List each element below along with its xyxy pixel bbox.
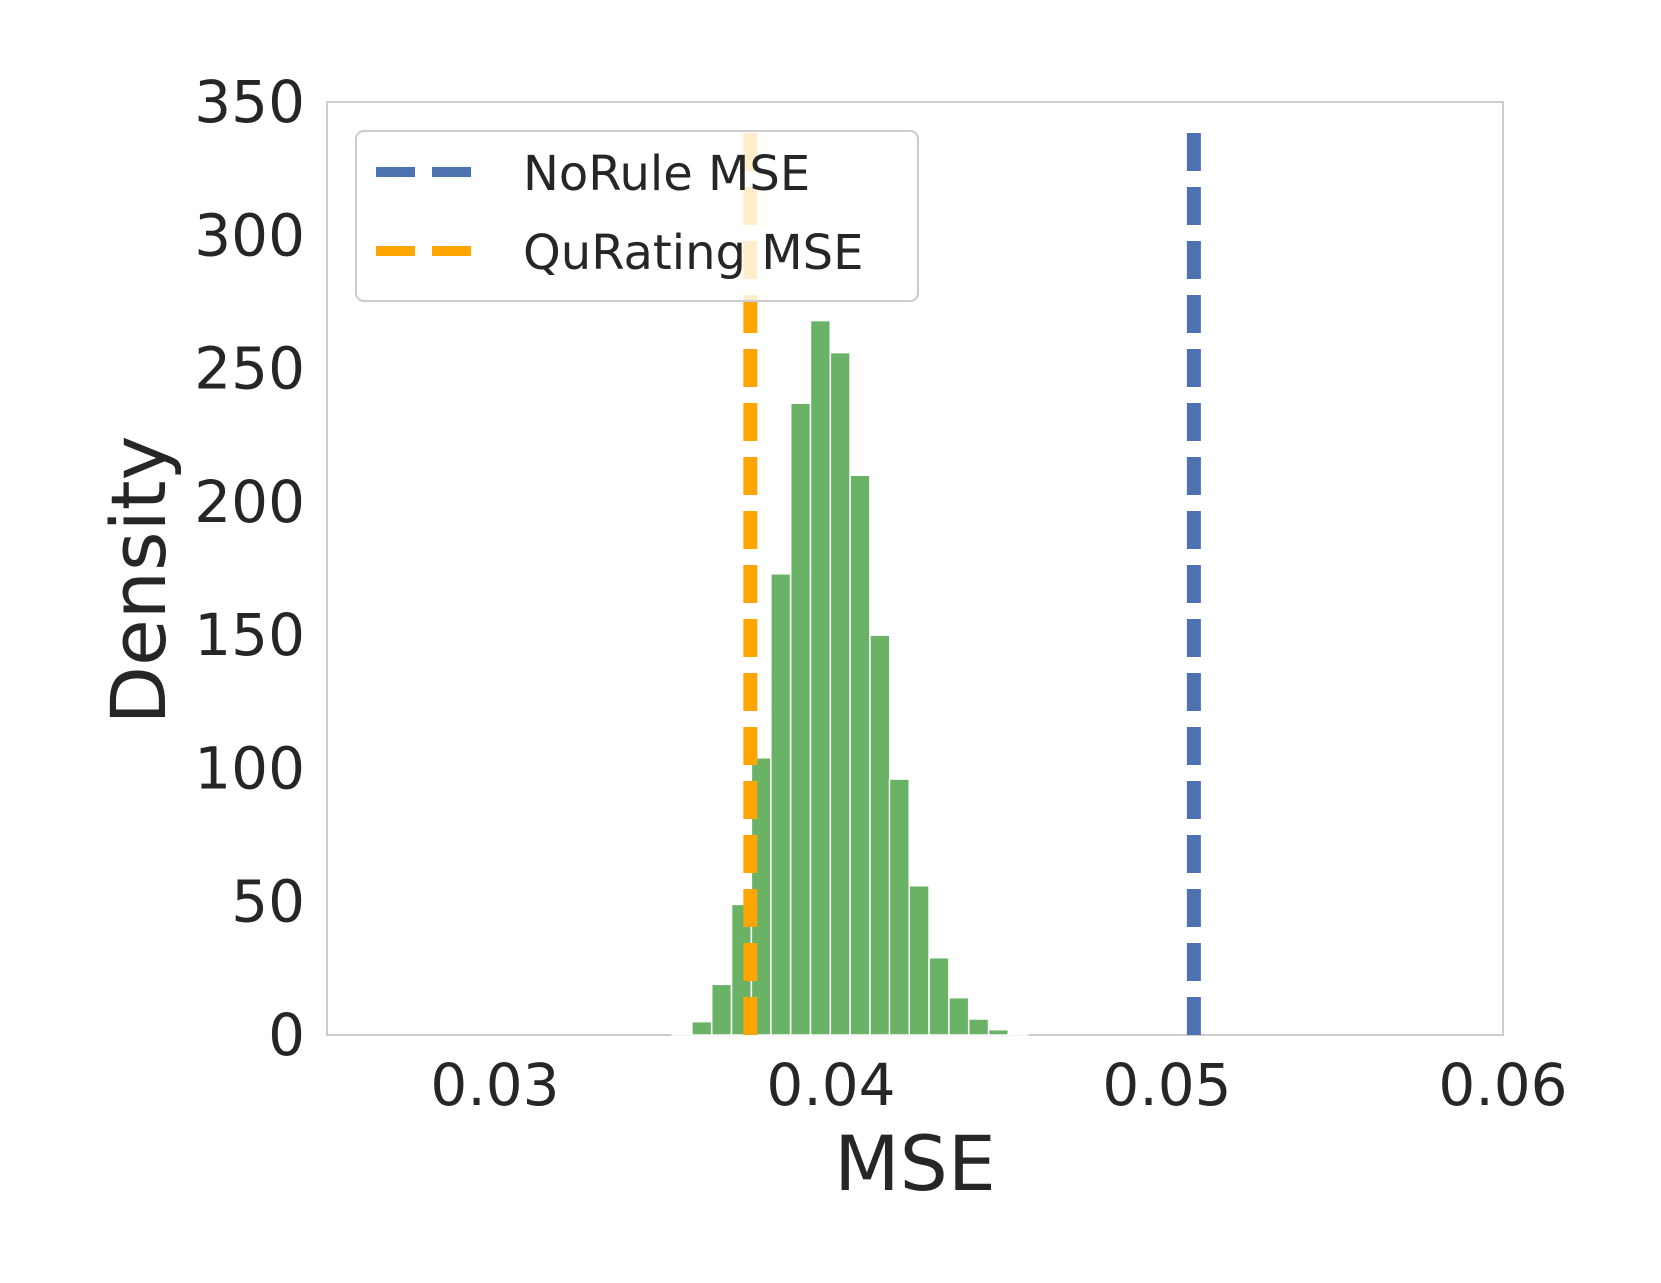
y-tick-label-5: 250 xyxy=(194,335,305,403)
y-tick-label-4: 200 xyxy=(194,468,305,536)
x-axis-title: MSE xyxy=(834,1119,996,1208)
y-tick-label-6: 300 xyxy=(194,201,305,269)
histogram-bar-0 xyxy=(671,1032,693,1036)
histogram-bar-1 xyxy=(691,1020,713,1036)
y-axis-title: Density xyxy=(94,436,183,725)
histogram-bar-14 xyxy=(948,996,970,1036)
histogram-bar-2 xyxy=(710,983,733,1036)
histogram-bar-15 xyxy=(968,1018,990,1036)
histogram-bar-5 xyxy=(770,573,792,1036)
histogram-bar-13 xyxy=(928,956,950,1036)
legend-label-norule: NoRule MSE xyxy=(523,146,810,202)
x-tick-label-2: 0.05 xyxy=(1102,1051,1231,1119)
histogram-bar-7 xyxy=(809,319,832,1036)
y-tick-label-0: 0 xyxy=(268,1001,305,1069)
histogram-bar-16 xyxy=(987,1028,1010,1036)
histogram-bar-17 xyxy=(1007,1032,1029,1036)
histogram-bar-10 xyxy=(869,634,891,1036)
y-tick-label-3: 150 xyxy=(194,601,305,669)
x-tick-label-1: 0.04 xyxy=(766,1051,895,1119)
legend-label-qurating: QuRating MSE xyxy=(523,225,863,281)
legend-box xyxy=(355,130,919,302)
histogram-bar-9 xyxy=(849,474,871,1036)
y-tick-label-2: 100 xyxy=(194,734,305,802)
x-tick-labels: 0.03 0.04 0.05 0.06 xyxy=(430,1051,1567,1119)
x-tick-label-0: 0.03 xyxy=(430,1051,559,1119)
y-tick-labels: 0 50 100 150 200 250 300 350 xyxy=(194,68,305,1069)
y-tick-label-1: 50 xyxy=(231,868,305,936)
legend: NoRule MSE QuRating MSE xyxy=(355,130,919,302)
histogram-bar-8 xyxy=(829,351,851,1036)
histogram-bar-12 xyxy=(908,884,930,1036)
x-tick-label-3: 0.06 xyxy=(1438,1051,1567,1119)
histogram-bar-6 xyxy=(789,402,812,1036)
histogram-bar-11 xyxy=(888,778,910,1036)
y-tick-label-7: 350 xyxy=(194,68,305,136)
